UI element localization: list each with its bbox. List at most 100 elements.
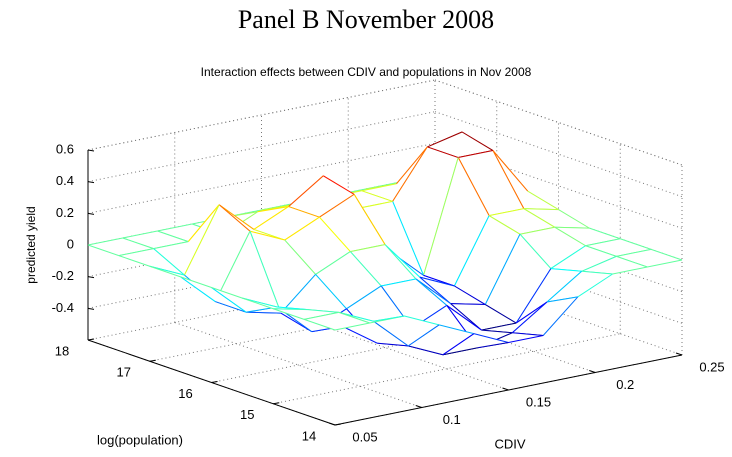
mesh-edge <box>484 233 521 305</box>
y-tick <box>211 381 218 383</box>
mesh-face <box>581 256 648 274</box>
mesh-face <box>485 234 551 324</box>
mesh-edge <box>550 245 586 270</box>
mesh-edge <box>118 255 150 267</box>
mesh-face <box>427 132 493 158</box>
mesh-face <box>512 296 578 336</box>
mesh-edge <box>153 241 189 250</box>
mesh-face <box>319 194 385 252</box>
mesh-edge <box>515 301 548 324</box>
mesh-edge <box>153 248 185 276</box>
mesh-face <box>342 321 409 346</box>
z-axis-label: predicted yield <box>24 206 38 283</box>
mesh-face <box>550 245 617 272</box>
mesh-face <box>481 302 548 333</box>
mesh-edge <box>303 318 336 331</box>
chart-title: Panel B November 2008 <box>238 5 494 34</box>
mesh-face <box>242 298 308 310</box>
mesh-edge <box>118 248 154 257</box>
mesh-face <box>253 206 320 241</box>
mesh-edge <box>523 208 559 211</box>
mesh-edge <box>577 273 613 298</box>
x-tick-label: 0.15 <box>526 394 551 409</box>
z-tick-label: 0.2 <box>56 205 74 220</box>
mesh-face <box>122 231 189 249</box>
z-tick <box>87 149 95 152</box>
y-tick <box>149 359 156 362</box>
mesh-edge <box>647 259 683 268</box>
z-tick <box>87 181 95 184</box>
mesh-face <box>288 175 355 218</box>
y-tick-label: 17 <box>117 365 131 380</box>
mesh-edge <box>612 266 648 275</box>
mesh-edge <box>589 227 621 240</box>
mesh-edge <box>157 223 193 232</box>
y-axis-label: log(population) <box>97 432 183 447</box>
mesh-edge <box>322 175 355 195</box>
mesh-edge <box>384 244 417 280</box>
mesh-edge <box>334 322 370 331</box>
mesh-edge <box>377 342 409 347</box>
y-tick <box>334 423 342 426</box>
mesh-edge <box>381 278 416 287</box>
mesh-face <box>392 146 459 276</box>
mesh-edge <box>419 276 451 305</box>
mesh-edge <box>492 150 529 192</box>
x-tick-label: 0.05 <box>352 429 377 444</box>
y-tick-label: 14 <box>302 428 316 443</box>
mesh-edge <box>87 237 123 246</box>
mesh-edge <box>284 216 320 241</box>
mesh-edge <box>273 308 308 311</box>
mesh-edge <box>180 276 216 302</box>
mesh-edge <box>473 333 509 343</box>
mesh-edge <box>319 193 355 218</box>
mesh-edge <box>461 131 494 151</box>
x-tick <box>589 370 596 373</box>
mesh-edge <box>288 175 324 207</box>
mesh-edge <box>307 309 339 313</box>
mesh-face <box>519 227 586 269</box>
z-tick <box>87 307 95 310</box>
mesh-edge <box>315 251 351 275</box>
mesh-edge <box>616 255 648 268</box>
mesh-edge <box>492 150 525 209</box>
mesh-edge <box>122 230 158 239</box>
mesh-edge <box>458 150 494 159</box>
mesh-edge <box>184 204 220 276</box>
mesh-edge <box>373 320 409 347</box>
mesh-face <box>554 227 621 246</box>
mesh-edge <box>519 226 555 235</box>
mesh-edge <box>585 238 621 247</box>
x-tick-label: 0.2 <box>616 377 634 392</box>
mesh-face <box>442 333 509 355</box>
mesh-edge <box>650 248 683 261</box>
mesh-edge <box>477 342 509 349</box>
mesh-edge <box>620 238 652 250</box>
mesh-edge <box>558 209 590 229</box>
mesh-edge <box>427 131 463 148</box>
mesh-edge <box>211 287 243 299</box>
mesh-edge <box>527 190 559 211</box>
mesh-edge <box>446 305 482 331</box>
mesh-face <box>492 150 559 210</box>
mesh-face <box>304 312 370 330</box>
box-edge <box>87 79 436 151</box>
mesh-edge <box>519 233 552 269</box>
mesh-edge <box>257 206 289 213</box>
mesh-face <box>547 271 613 303</box>
mesh-face <box>616 249 682 267</box>
x-tick-label: 0.25 <box>699 359 724 374</box>
x-tick-label: 0.1 <box>443 412 461 427</box>
mesh-face <box>118 248 185 276</box>
mesh-face <box>180 276 247 313</box>
grid-line <box>87 111 436 183</box>
mesh-edge <box>392 201 424 276</box>
z-tick-label: 0.6 <box>56 141 74 156</box>
mesh-edge <box>423 157 459 276</box>
y-tick-label: 15 <box>240 407 254 422</box>
mesh-edge <box>157 230 189 243</box>
mesh-edge <box>342 325 378 344</box>
z-tick-label: -0.2 <box>52 268 74 283</box>
z-tick <box>87 276 95 279</box>
